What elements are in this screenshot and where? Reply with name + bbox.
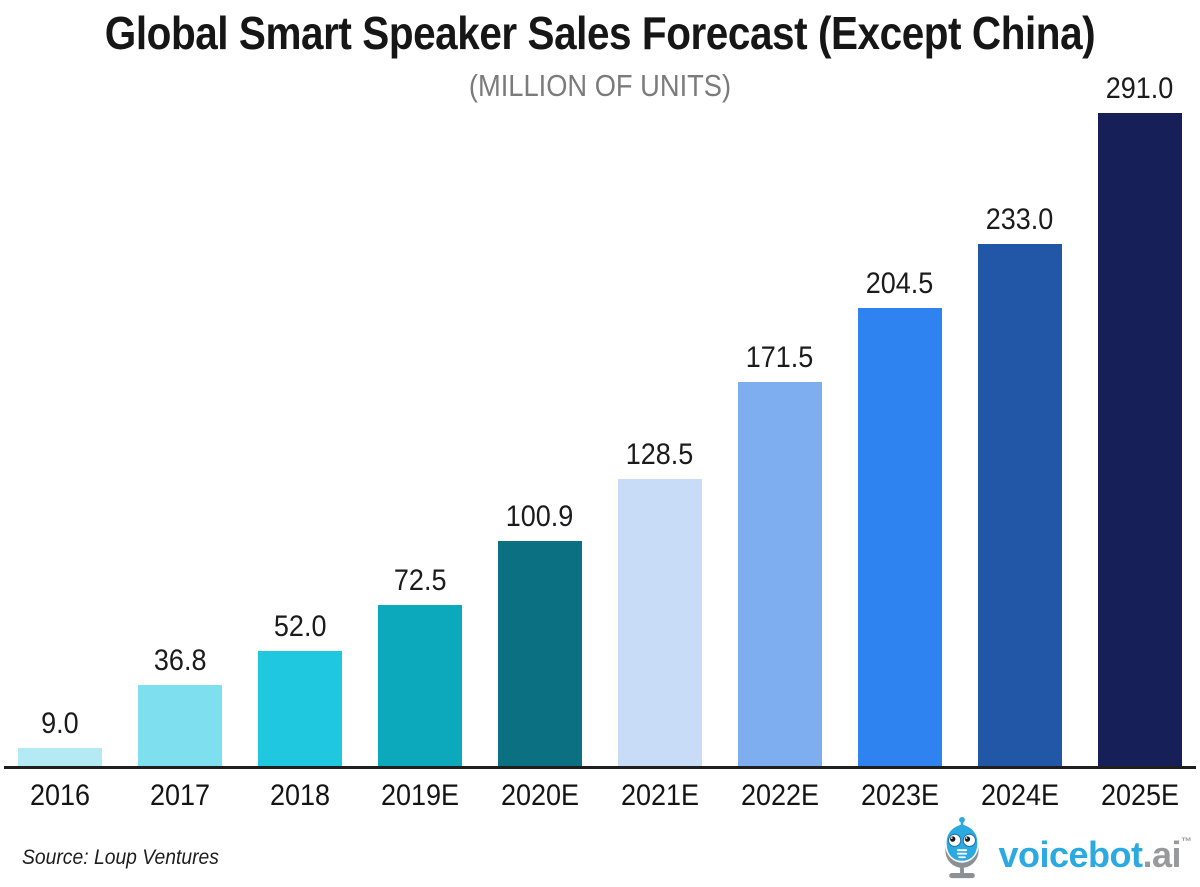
value-label: 204.5: [866, 267, 934, 300]
x-tick-label: 2018: [269, 779, 331, 812]
x-axis-labels: 2016 2017 2018 2019E 2020E 2021E 2022E 2…: [0, 779, 1200, 813]
bar: [18, 748, 102, 768]
bar: [498, 541, 582, 768]
logo-brand: voicebot: [998, 833, 1143, 875]
x-tick-label: 2025E: [1100, 779, 1180, 812]
bar-group-2017: 36.8: [120, 0, 240, 768]
logo-wordmark: voicebot.ai™: [998, 810, 1192, 887]
x-tick-label: 2017: [149, 779, 211, 812]
value-label: 291.0: [1106, 72, 1174, 105]
bar-group-2019e: 72.5: [360, 0, 480, 768]
value-label: 52.0: [273, 610, 327, 643]
bar-group-2021e: 128.5: [600, 0, 720, 768]
source-note: Source: Loup Ventures: [22, 846, 219, 869]
bar-group-2024e: 233.0: [960, 0, 1080, 768]
robot-mascot-icon: [945, 816, 980, 879]
x-tick-label: 2016: [29, 779, 91, 812]
bar: [738, 382, 822, 768]
bar: [618, 479, 702, 768]
bar-chart: 9.0 36.8 52.0 72.5 100.9 128.5 171.5 204…: [0, 0, 1200, 768]
bar-group-2016: 9.0: [0, 0, 120, 768]
x-tick-label: 2019E: [380, 779, 460, 812]
bars-container: 9.0 36.8 52.0 72.5 100.9 128.5 171.5 204…: [0, 0, 1200, 768]
x-axis-line: [4, 766, 1196, 769]
x-tick-label: 2022E: [740, 779, 820, 812]
value-label: 128.5: [626, 438, 694, 471]
bar: [1098, 113, 1182, 768]
x-tick-label: 2021E: [620, 779, 700, 812]
bar: [378, 605, 462, 768]
value-label: 36.8: [153, 644, 207, 677]
x-tick-label: 2023E: [860, 779, 940, 812]
bar: [978, 244, 1062, 768]
chart-subtitle: (MILLION OF UNITS): [468, 68, 732, 103]
bar-group-2023e: 204.5: [840, 0, 960, 768]
value-label: 9.0: [41, 707, 79, 740]
logo-tm: ™: [1181, 835, 1192, 848]
bar-group-2022e: 171.5: [720, 0, 840, 768]
bar: [858, 308, 942, 768]
value-label: 233.0: [986, 203, 1054, 236]
logo-domain: .ai: [1142, 833, 1181, 875]
x-tick-label: 2024E: [980, 779, 1060, 812]
x-tick-label: 2020E: [500, 779, 580, 812]
bar: [138, 685, 222, 768]
value-label: 171.5: [746, 341, 814, 374]
bar-group-2025e: 291.0: [1080, 0, 1200, 768]
bar-group-2018: 52.0: [240, 0, 360, 768]
value-label: 72.5: [393, 564, 447, 597]
voicebot-logo: voicebot.ai™: [926, 816, 1192, 880]
bar-group-2020e: 100.9: [480, 0, 600, 768]
bar: [258, 651, 342, 768]
chart-title: Global Smart Speaker Sales Forecast (Exc…: [104, 7, 1096, 59]
value-label: 100.9: [506, 500, 574, 533]
